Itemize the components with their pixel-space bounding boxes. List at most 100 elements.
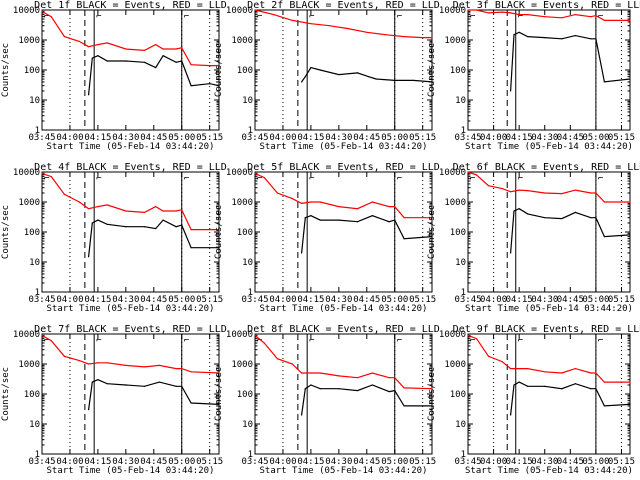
data-point bbox=[254, 9, 256, 11]
data-point bbox=[513, 210, 515, 212]
data-point bbox=[319, 372, 321, 374]
y-axis-label: Counts/sec bbox=[1, 205, 11, 259]
data-point bbox=[91, 57, 93, 59]
data-point bbox=[181, 60, 183, 62]
data-point bbox=[371, 215, 373, 217]
x-tick-label: 05:15 bbox=[409, 295, 436, 305]
plot-frame bbox=[41, 333, 220, 455]
data-point bbox=[143, 366, 146, 368]
data-point bbox=[527, 213, 529, 215]
plot-panel: Det 8f BLACK = Events, RED = LLD Counts/s… bbox=[214, 324, 440, 476]
data-point bbox=[125, 226, 127, 228]
data-point bbox=[356, 208, 359, 210]
data-point bbox=[510, 191, 512, 193]
data-point bbox=[403, 387, 405, 389]
corner-marker: ⌐ bbox=[309, 174, 314, 184]
x-tick-label: 04:30 bbox=[325, 295, 352, 305]
y-tick-label: 1 bbox=[35, 450, 40, 460]
data-point bbox=[356, 72, 359, 74]
y-tick-label: 100 bbox=[237, 228, 253, 238]
y-tick-label: 10 bbox=[29, 258, 40, 268]
plot-panel: Det 3f BLACK = Events, RED = LLD Counts/s… bbox=[427, 0, 640, 152]
x-tick-label: 04:45 bbox=[353, 133, 380, 143]
x-axis-label: Start Time (05-Feb-14 03:44:20) bbox=[465, 466, 633, 476]
corner-marker: ⌐ bbox=[518, 174, 523, 184]
data-point bbox=[574, 35, 577, 37]
corner-marker: ⌐ bbox=[598, 12, 603, 22]
data-point bbox=[155, 67, 157, 69]
x-tick-label: 05:00 bbox=[381, 457, 408, 467]
x-tick-label: 03:45 bbox=[28, 295, 55, 305]
data-point bbox=[125, 60, 127, 62]
x-tick-label: 03:45 bbox=[28, 457, 55, 467]
series-line bbox=[301, 384, 432, 416]
x-tick-label: 04:45 bbox=[557, 457, 584, 467]
data-point bbox=[78, 201, 80, 203]
data-point bbox=[561, 217, 563, 220]
data-point bbox=[629, 19, 631, 22]
corner-marker: ⌐ bbox=[184, 336, 189, 346]
data-point bbox=[87, 46, 90, 48]
data-point bbox=[106, 383, 108, 385]
plot-panel: Det 1f BLACK = Events, RED = LLD Counts/s… bbox=[1, 0, 227, 152]
data-point bbox=[431, 405, 433, 407]
data-point bbox=[394, 206, 396, 208]
plot-frame bbox=[254, 333, 433, 455]
y-tick-label: 100 bbox=[450, 66, 466, 76]
data-point bbox=[431, 388, 433, 390]
corner-marker: ⌐ bbox=[184, 174, 189, 184]
data-point bbox=[106, 60, 108, 62]
corner-marker: ⌐ bbox=[44, 174, 49, 184]
y-tick-label: 1000 bbox=[231, 36, 253, 46]
data-point bbox=[50, 16, 52, 18]
data-point bbox=[63, 193, 65, 195]
data-point bbox=[263, 342, 265, 344]
data-point bbox=[487, 185, 490, 187]
data-point bbox=[291, 197, 293, 200]
y-tick-label: 1000 bbox=[231, 198, 253, 208]
series-line bbox=[301, 66, 433, 83]
data-point bbox=[574, 189, 577, 191]
data-point bbox=[338, 206, 340, 208]
x-axis-label: Start Time (05-Feb-14 03:44:20) bbox=[260, 466, 428, 476]
data-point bbox=[175, 368, 177, 370]
x-tick-label: 03:45 bbox=[454, 133, 481, 143]
data-point bbox=[403, 405, 405, 407]
data-point bbox=[527, 368, 529, 370]
plot-frame bbox=[41, 171, 220, 293]
x-tick-label: 05:00 bbox=[582, 457, 609, 467]
plot-title: Det 3f BLACK = Events, RED = LLD bbox=[453, 0, 640, 11]
data-point bbox=[175, 226, 177, 228]
data-point bbox=[595, 388, 597, 390]
data-point bbox=[254, 334, 256, 336]
data-point bbox=[603, 81, 606, 83]
x-tick-label: 04:15 bbox=[84, 133, 111, 143]
data-point bbox=[162, 210, 164, 212]
x-tick-label: 03:45 bbox=[28, 133, 55, 143]
corner-marker: ⌐ bbox=[470, 174, 475, 184]
data-point bbox=[50, 340, 52, 342]
x-tick-label: 03:45 bbox=[454, 295, 481, 305]
data-point bbox=[106, 42, 108, 44]
data-point bbox=[388, 221, 390, 223]
plot-title: Det 4f BLACK = Events, RED = LLD bbox=[34, 162, 227, 173]
x-tick-label: 04:00 bbox=[480, 133, 507, 143]
series-line bbox=[41, 172, 219, 231]
series-line bbox=[254, 172, 432, 219]
plot-frame bbox=[254, 171, 433, 293]
series-line bbox=[467, 171, 630, 203]
data-point bbox=[431, 81, 433, 83]
data-point bbox=[291, 19, 293, 22]
data-point bbox=[328, 25, 331, 27]
data-point bbox=[87, 256, 90, 258]
data-point bbox=[181, 209, 183, 211]
corner-marker: ⌐ bbox=[518, 12, 523, 22]
data-point bbox=[518, 381, 520, 383]
data-point bbox=[175, 385, 177, 387]
data-point bbox=[574, 368, 577, 370]
data-point bbox=[310, 384, 312, 386]
plot-panel: Det 6f BLACK = Events, RED = LLD Counts/s… bbox=[427, 162, 640, 314]
data-point bbox=[181, 47, 183, 49]
data-point bbox=[487, 355, 490, 357]
